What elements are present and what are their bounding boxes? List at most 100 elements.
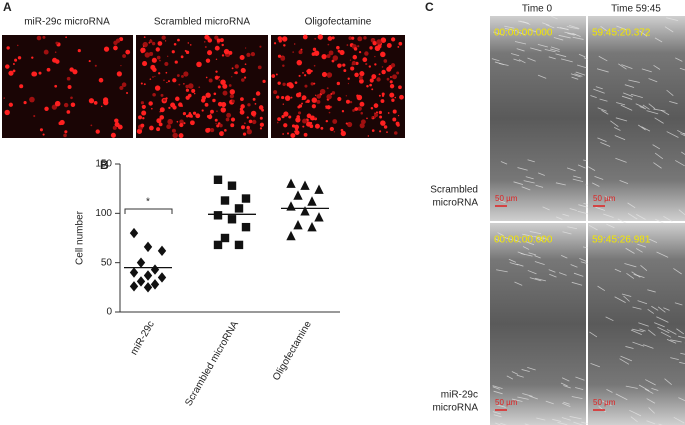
cell-streak — [534, 235, 545, 240]
cell-spot — [187, 93, 192, 98]
cell-streak — [639, 328, 646, 332]
cell-spot — [330, 93, 333, 96]
cell-spot — [252, 119, 257, 125]
cell-spot — [259, 45, 262, 48]
cell-streak — [578, 204, 589, 208]
cell-streak — [678, 209, 685, 216]
cell-spot — [12, 69, 16, 73]
cell-streak — [646, 420, 656, 425]
cell-spot — [297, 63, 300, 66]
cell-spot — [143, 36, 146, 39]
micrograph — [490, 16, 586, 221]
cell-spot — [366, 84, 369, 88]
cell-streak — [630, 93, 643, 99]
cell-streak — [641, 126, 651, 132]
cell-streak — [511, 398, 523, 402]
cell-streak — [625, 385, 638, 389]
cell-spot — [302, 34, 308, 40]
cell-streak — [590, 95, 597, 99]
cell-streak — [604, 195, 613, 201]
cell-streak — [624, 84, 635, 88]
cell-spot — [346, 44, 349, 46]
cell-spot — [17, 56, 22, 60]
cell-streak — [666, 131, 679, 138]
cell-spot — [67, 84, 72, 89]
cell-spot — [140, 82, 143, 85]
cell-spot — [313, 64, 316, 67]
cell-streak — [627, 213, 638, 220]
cell-streak — [638, 384, 650, 392]
cell-spot — [250, 52, 256, 57]
cell-spot — [90, 124, 93, 127]
cell-spot — [215, 122, 217, 125]
cell-streak — [601, 109, 609, 115]
cell-spot — [231, 76, 233, 78]
cell-spot — [6, 46, 10, 50]
cell-spot — [144, 52, 150, 58]
cell-streak — [654, 322, 665, 328]
cell-spot — [66, 76, 71, 81]
cell-spot — [292, 51, 295, 53]
cell-spot — [225, 117, 230, 122]
cell-spot — [179, 122, 184, 128]
cell-spot — [19, 84, 24, 89]
cell-spot — [386, 77, 390, 81]
timestamp: 59:45:26.981 — [592, 235, 651, 246]
cell-streak — [599, 98, 608, 102]
cell-spot — [16, 44, 19, 47]
cell-spot — [183, 83, 185, 85]
cell-streak — [549, 273, 557, 278]
cell-streak — [571, 396, 583, 400]
cell-spot — [259, 122, 264, 127]
scale-bar-label: 50 µm — [495, 398, 518, 407]
cell-streak — [632, 306, 642, 310]
cell-spot — [163, 98, 166, 102]
cell-streak — [521, 369, 530, 372]
cell-spot — [183, 71, 189, 77]
cell-spot — [149, 51, 154, 57]
cell-spot — [333, 130, 336, 133]
data-point — [286, 201, 296, 211]
cell-spot — [165, 71, 168, 74]
cell-spot — [8, 102, 13, 107]
cell-streak — [631, 328, 644, 333]
cell-spot — [254, 102, 257, 105]
cell-streak — [542, 22, 550, 26]
cell-spot — [343, 69, 347, 73]
cell-spot — [149, 125, 154, 131]
cell-streak — [660, 331, 672, 338]
cell-streak — [598, 406, 606, 413]
cell-spot — [33, 114, 36, 118]
cell-streak — [644, 388, 654, 394]
cell-streak — [495, 404, 506, 408]
cell-spot — [93, 100, 98, 105]
cell-spot — [64, 130, 68, 134]
cell-streak — [540, 236, 549, 241]
y-tick-label: 50 — [101, 257, 113, 268]
cell-streak — [680, 133, 685, 137]
cell-streak — [627, 202, 636, 209]
cell-spot — [231, 99, 235, 103]
cell-spot — [320, 126, 324, 130]
cell-streak — [654, 37, 663, 43]
cell-spot — [160, 93, 164, 97]
cell-spot — [159, 59, 161, 62]
cell-spot — [205, 92, 211, 98]
cell-spot — [392, 109, 397, 114]
cell-spot — [219, 131, 225, 137]
cell-spot — [295, 127, 299, 131]
cell-spot — [214, 75, 219, 80]
cell-streak — [647, 289, 656, 293]
cell-spot — [113, 45, 118, 51]
cell-spot — [356, 94, 363, 101]
cell-streak — [551, 15, 558, 20]
cell-spot — [149, 39, 153, 44]
cell-spot — [179, 119, 184, 124]
cell-spot — [390, 76, 392, 78]
cell-streak — [635, 103, 645, 108]
cell-spot — [389, 92, 395, 98]
cell-streak — [513, 58, 521, 62]
cell-spot — [376, 39, 382, 45]
cell-spot — [246, 52, 251, 57]
cell-spot — [326, 54, 331, 59]
